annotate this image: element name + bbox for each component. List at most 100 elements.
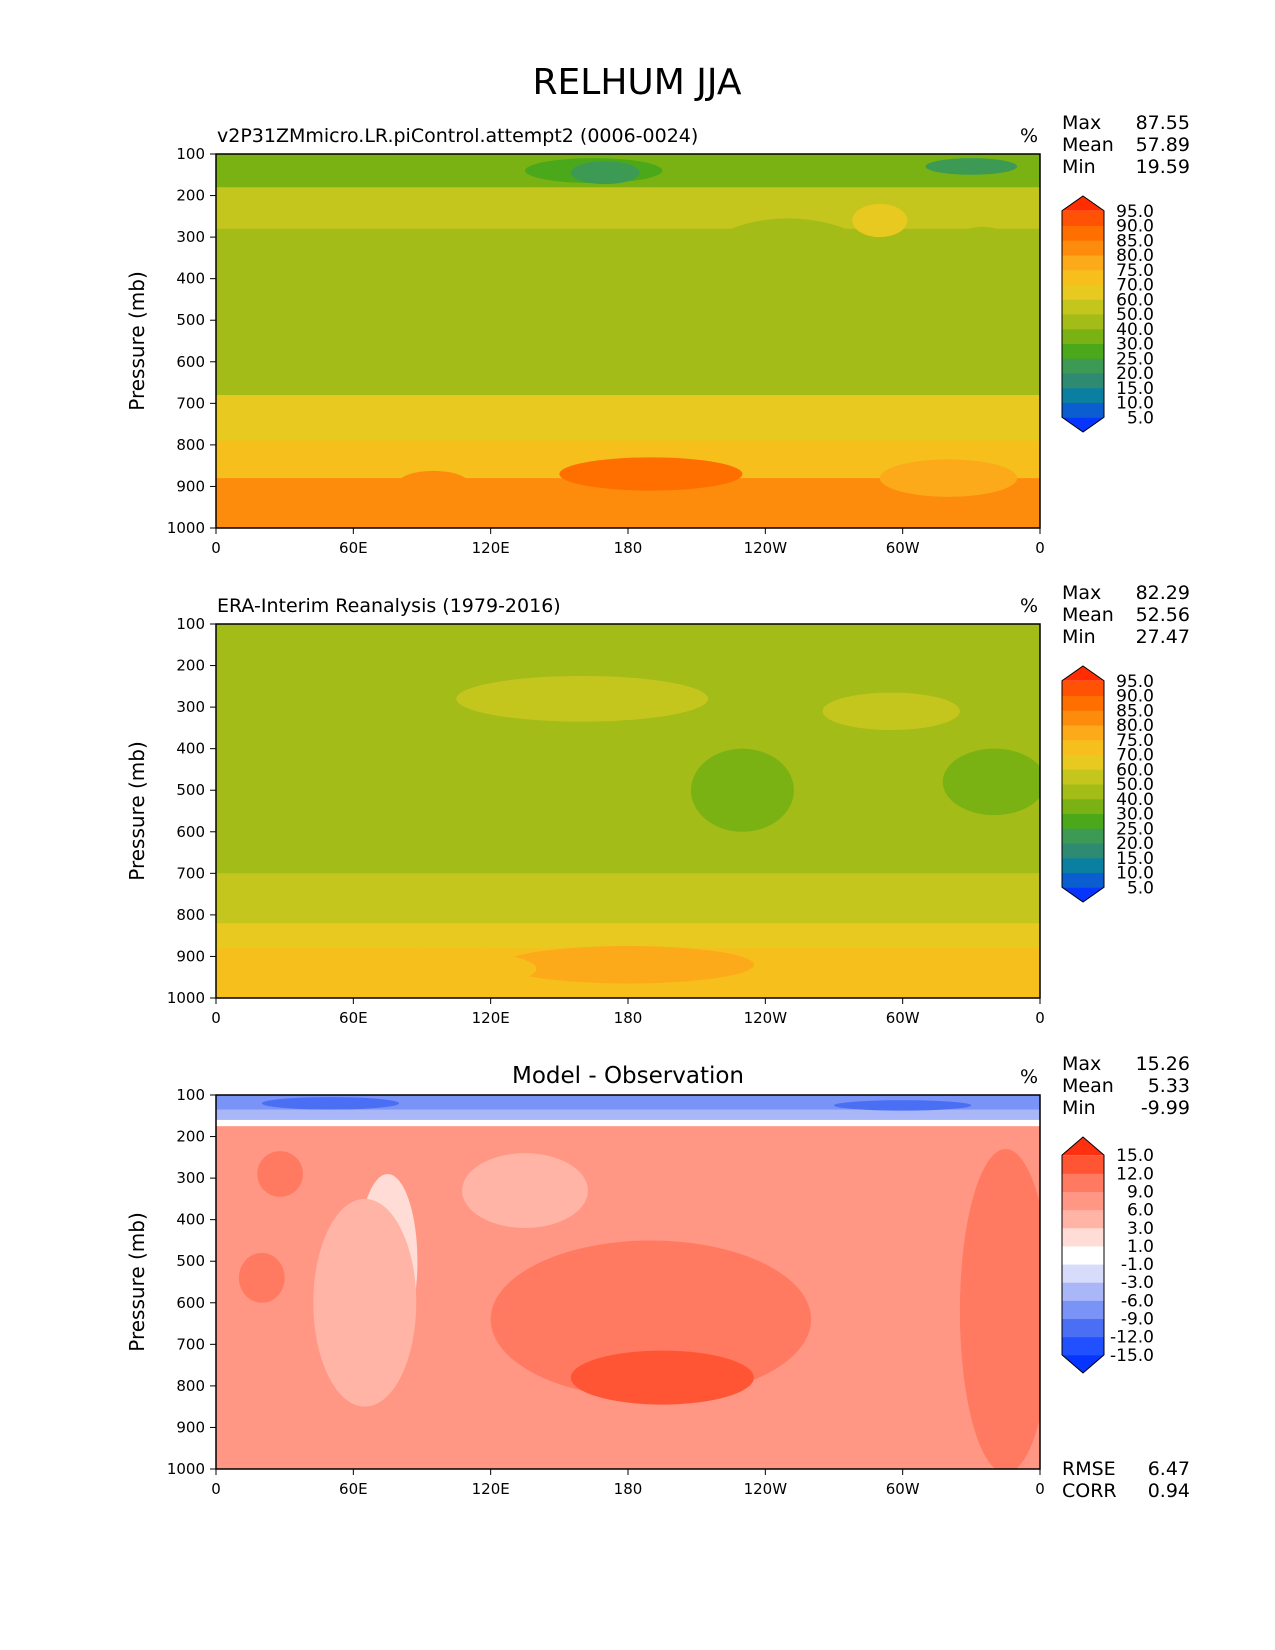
stat-label: Max xyxy=(1062,582,1101,604)
contour-region xyxy=(925,226,1040,364)
stat-value: 19.59 xyxy=(1136,156,1190,178)
stat-label: Min xyxy=(1062,156,1096,178)
x-tick-label: 60E xyxy=(339,1009,368,1027)
colorbar-label: 30.0 xyxy=(1116,335,1154,355)
colorbar-outline xyxy=(1061,1136,1105,1374)
contour-region xyxy=(891,1230,960,1418)
contour-region xyxy=(679,218,897,356)
colorbar-label: 25.0 xyxy=(1116,819,1154,839)
contour-band xyxy=(216,395,1040,442)
contour-region xyxy=(238,1252,285,1303)
colorbar-segment xyxy=(1062,402,1104,418)
contour-region xyxy=(216,707,354,849)
colorbar-label: 95.0 xyxy=(1116,672,1154,692)
stat-value: -9.99 xyxy=(1141,1097,1190,1119)
contour-field xyxy=(216,154,1040,528)
colorbar-label: 15.0 xyxy=(1116,379,1154,399)
colorbar-label: -12.0 xyxy=(1110,1328,1154,1348)
colorbar-label: 40.0 xyxy=(1116,320,1154,340)
x-tick-label: 60W xyxy=(886,1480,920,1498)
contour-region xyxy=(456,675,709,722)
contour-region xyxy=(742,1169,926,1253)
y-tick-label: 800 xyxy=(176,906,205,924)
contour-band xyxy=(216,1095,1040,1111)
colorbar-outline xyxy=(1061,195,1105,433)
y-tick-label: 600 xyxy=(176,823,205,841)
contour-region xyxy=(942,748,1040,816)
panel-title: v2P31ZMmicro.LR.piControl.attempt2 (0006… xyxy=(217,125,698,147)
contour-field xyxy=(216,1095,1040,1469)
colorbar-segment xyxy=(1062,784,1104,800)
y-axis-label: Pressure (mb) xyxy=(125,1212,149,1352)
contour-band xyxy=(216,923,1040,949)
colorbar-segment xyxy=(1062,343,1104,359)
colorbar-segment xyxy=(1062,843,1104,859)
y-tick-label: 600 xyxy=(176,1294,205,1312)
colorbar-label: 75.0 xyxy=(1116,731,1154,751)
contour-region xyxy=(399,470,468,494)
x-tick-label: 0 xyxy=(211,539,221,557)
colorbar-label: 15.0 xyxy=(1116,1146,1154,1166)
colorbar-segment xyxy=(1062,710,1104,726)
stat-label: Mean xyxy=(1062,134,1114,156)
y-tick-label: 900 xyxy=(176,947,205,965)
colorbar-segment xyxy=(1062,255,1104,271)
y-tick-label: 900 xyxy=(176,1418,205,1436)
contour-region xyxy=(216,624,411,658)
colorbar-label: 85.0 xyxy=(1116,701,1154,721)
contour-field xyxy=(216,624,1040,998)
colorbar-label: 70.0 xyxy=(1116,276,1154,296)
colorbar-segment xyxy=(1062,1282,1104,1301)
colorbar-label: -1.0 xyxy=(1121,1255,1154,1275)
colorbar-segment xyxy=(1062,417,1104,432)
colorbar-segment xyxy=(1062,887,1104,902)
y-tick-label: 400 xyxy=(176,1211,205,1229)
colorbar-segment xyxy=(1062,739,1104,755)
colorbar-segment xyxy=(1062,754,1104,770)
colorbar-label: -3.0 xyxy=(1121,1273,1154,1293)
colorbar-label: 90.0 xyxy=(1116,217,1154,237)
units-label: % xyxy=(1020,1066,1038,1088)
colorbar-segment xyxy=(1062,225,1104,241)
x-tick-label: 0 xyxy=(211,1009,221,1027)
colorbar-label: 5.0 xyxy=(1127,408,1154,428)
panel-title: ERA-Interim Reanalysis (1979-2016) xyxy=(217,595,561,617)
colorbar-segment xyxy=(1062,269,1104,285)
colorbar-segment xyxy=(1062,666,1104,681)
colorbar-label: 50.0 xyxy=(1116,775,1154,795)
x-tick-label: 120E xyxy=(472,1480,510,1498)
colorbar-segment xyxy=(1062,1191,1104,1211)
x-tick-label: 180 xyxy=(614,539,643,557)
colorbar-label: 60.0 xyxy=(1116,760,1154,780)
y-tick-label: 100 xyxy=(176,1086,205,1104)
colorbar-segment xyxy=(1062,196,1104,211)
contour-band xyxy=(216,187,1040,230)
colorbar-label: 60.0 xyxy=(1116,290,1154,310)
contour-region xyxy=(690,748,794,832)
colorbar-segment xyxy=(1062,828,1104,844)
stat-value: 52.56 xyxy=(1136,604,1190,626)
y-tick-label: 600 xyxy=(176,353,205,371)
y-axis-label: Pressure (mb) xyxy=(125,741,149,881)
contour-region xyxy=(502,946,754,984)
colorbar-segment xyxy=(1062,358,1104,374)
y-axis-label: Pressure (mb) xyxy=(125,271,149,411)
y-tick-label: 300 xyxy=(176,228,205,246)
panel-2: 100 200 300 400 500 600 700 800 900 1000 0 60E 120E 1… xyxy=(125,582,1190,1027)
colorbar-label: 20.0 xyxy=(1116,834,1154,854)
colorbar-segment xyxy=(1062,373,1104,389)
contour-region xyxy=(559,457,743,491)
stat-label: Min xyxy=(1062,1097,1096,1119)
x-tick-label: 120E xyxy=(472,539,510,557)
y-tick-label: 700 xyxy=(176,1335,205,1353)
colorbar-label: 12.0 xyxy=(1116,1164,1154,1184)
colorbar-label: 9.0 xyxy=(1127,1182,1154,1202)
units-label: % xyxy=(1020,125,1038,147)
colorbar-segment xyxy=(1062,695,1104,711)
stat-label: Mean xyxy=(1062,1075,1114,1097)
colorbar-segment xyxy=(1062,328,1104,344)
colorbar-label: -6.0 xyxy=(1121,1291,1154,1311)
colorbar-label: 30.0 xyxy=(1116,805,1154,825)
panel-3: 100 200 300 400 500 600 700 800 900 1000 0 60E 120E 1… xyxy=(125,1053,1190,1502)
contour-region xyxy=(462,1153,588,1228)
